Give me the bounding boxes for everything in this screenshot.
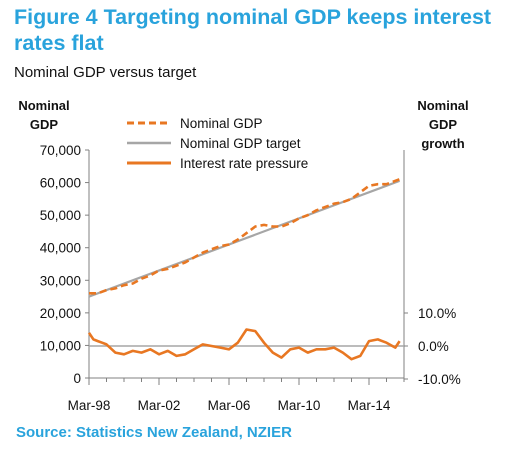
chart-axes: 0 10,000 20,000 30,000 40,000 50,000 60,000 70,…: [40, 143, 461, 413]
x-tick-label: Mar-10: [278, 398, 321, 413]
line-chart: Nominal GDP Nominal GDP growth 0 10,000 20,00…: [18, 98, 468, 413]
series-layer: [87, 178, 401, 361]
y-left-tick-label: 30,000: [40, 273, 81, 288]
y-left-label-line: Nominal: [18, 98, 69, 113]
y-right-label-line: Nominal: [417, 98, 468, 113]
y-left-tick-label: 50,000: [40, 208, 81, 223]
y-left-tick-label: 10,000: [40, 338, 81, 353]
y-left-tick-label: 70,000: [40, 143, 81, 158]
source-note: Source: Statistics New Zealand, NZIER: [16, 424, 292, 441]
x-tick-label: Mar-06: [208, 398, 251, 413]
chart-subtitle: Nominal GDP versus target: [14, 64, 197, 81]
y-left-tick-label: 20,000: [40, 306, 81, 321]
y-left-tick-label: 40,000: [40, 241, 81, 256]
legend-label: Nominal GDP: [180, 116, 263, 131]
legend-label: Interest rate pressure: [180, 156, 308, 171]
chart-title: Figure 4 Targeting nominal GDP keeps int…: [14, 5, 492, 55]
y-right-tick-label: -10.0%: [418, 372, 461, 387]
y-left-tick-label: 60,000: [40, 176, 81, 191]
y-right-axis-label: Nominal GDP growth: [417, 98, 468, 151]
chart-legend: Nominal GDP Nominal GDP target Interest ra…: [127, 116, 308, 171]
y-left-tick-label: 0: [73, 371, 81, 386]
y-right-label-line: GDP: [429, 117, 458, 132]
series-line-nominal-gdp: [89, 178, 401, 295]
x-tick-label: Mar-02: [138, 398, 181, 413]
y-left-label-line: GDP: [30, 117, 59, 132]
x-tick-label: Mar-14: [348, 398, 391, 413]
legend-label: Nominal GDP target: [180, 136, 301, 151]
series-line-interest-rate-pressure: [87, 328, 401, 361]
y-right-tick-label: 10.0%: [418, 306, 456, 321]
x-tick-label: Mar-98: [68, 398, 111, 413]
y-right-tick-label: 0.0%: [418, 339, 449, 354]
y-left-axis-label: Nominal GDP: [18, 98, 69, 132]
y-right-label-line: growth: [421, 136, 464, 151]
series-line-nominal-gdp-target: [88, 179, 400, 298]
